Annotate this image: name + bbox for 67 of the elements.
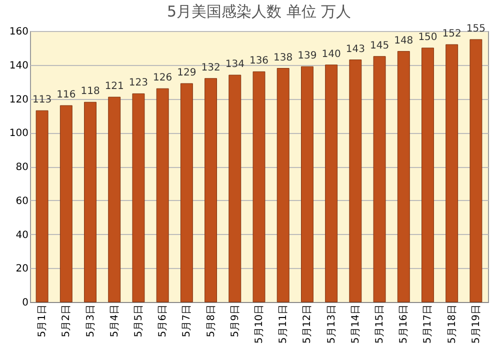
y-tick-label: 40: [16, 230, 28, 241]
data-label: 150: [418, 32, 438, 43]
bar: [422, 48, 434, 302]
data-label: 143: [346, 44, 365, 55]
x-tick-label: 5月9日: [230, 304, 241, 338]
x-tick-label: 5月1日: [37, 304, 48, 338]
data-label: 148: [394, 35, 414, 46]
bar: [276, 68, 290, 302]
data-label: 126: [153, 72, 172, 84]
bar: [132, 93, 145, 302]
data-label: 121: [104, 81, 124, 92]
data-label: 152: [442, 28, 462, 40]
bar: [300, 66, 314, 302]
data-label: 113: [32, 94, 52, 106]
x-tick-label: 5月13日: [326, 304, 338, 344]
x-tick-label: 5月8日: [206, 304, 217, 338]
x-tick-label: 5月12日: [302, 304, 314, 344]
x-tick-label: 5月14日: [350, 304, 362, 344]
data-label: 134: [225, 59, 244, 70]
y-tick-label: 0: [22, 298, 28, 308]
bar: [373, 56, 386, 302]
x-tick-label: 5月10日: [254, 304, 265, 344]
y-tick-label: 80: [16, 162, 28, 173]
data-label: 138: [274, 52, 293, 64]
bar: [397, 51, 410, 302]
y-tick-label: 140: [9, 60, 28, 72]
data-label: 145: [370, 40, 390, 52]
y-tick-label: 160: [9, 26, 28, 38]
bar: [36, 110, 48, 302]
x-tick-label: 5月19日: [470, 304, 482, 344]
y-tick-label: 120: [9, 94, 28, 106]
y-tick-label: 60: [16, 196, 28, 207]
x-tick-label: 5月2日: [61, 304, 72, 338]
bar: [470, 39, 482, 302]
x-tick-label: 5月17日: [422, 304, 434, 344]
bar: [252, 71, 266, 302]
x-tick-label: 5月7日: [182, 304, 193, 338]
x-tick-label: 5月11日: [278, 304, 290, 344]
bar: [325, 64, 338, 302]
data-label: 132: [201, 62, 220, 74]
bar: [180, 83, 193, 302]
bar: [108, 96, 121, 302]
bar: [349, 60, 362, 302]
x-tick-label: 5月15日: [374, 304, 386, 344]
x-tick-label: 5月6日: [158, 304, 169, 338]
data-label: 116: [56, 90, 76, 101]
chart-title: 5月美国感染人数 单位 万人: [166, 2, 352, 20]
data-label: 129: [177, 68, 196, 79]
data-label: 123: [128, 78, 148, 89]
bar: [60, 105, 72, 302]
data-label: 155: [466, 23, 486, 34]
bar: [446, 44, 458, 302]
data-label: 136: [249, 56, 269, 67]
x-tick-label: 5月18日: [446, 304, 458, 344]
y-tick-label: 100: [9, 128, 28, 140]
x-tick-label: 5月16日: [398, 304, 410, 344]
x-tick-label: 5月3日: [85, 304, 96, 338]
x-tick-label: 5月4日: [109, 304, 120, 338]
bar: [156, 88, 169, 302]
y-tick-label: 20: [16, 264, 28, 275]
bar: [204, 78, 218, 302]
bar: [84, 102, 96, 302]
data-label: 140: [322, 48, 341, 60]
data-label: 118: [80, 86, 100, 98]
bar: [228, 74, 242, 302]
data-label: 139: [298, 50, 317, 62]
x-tick-label: 5月5日: [133, 304, 144, 338]
